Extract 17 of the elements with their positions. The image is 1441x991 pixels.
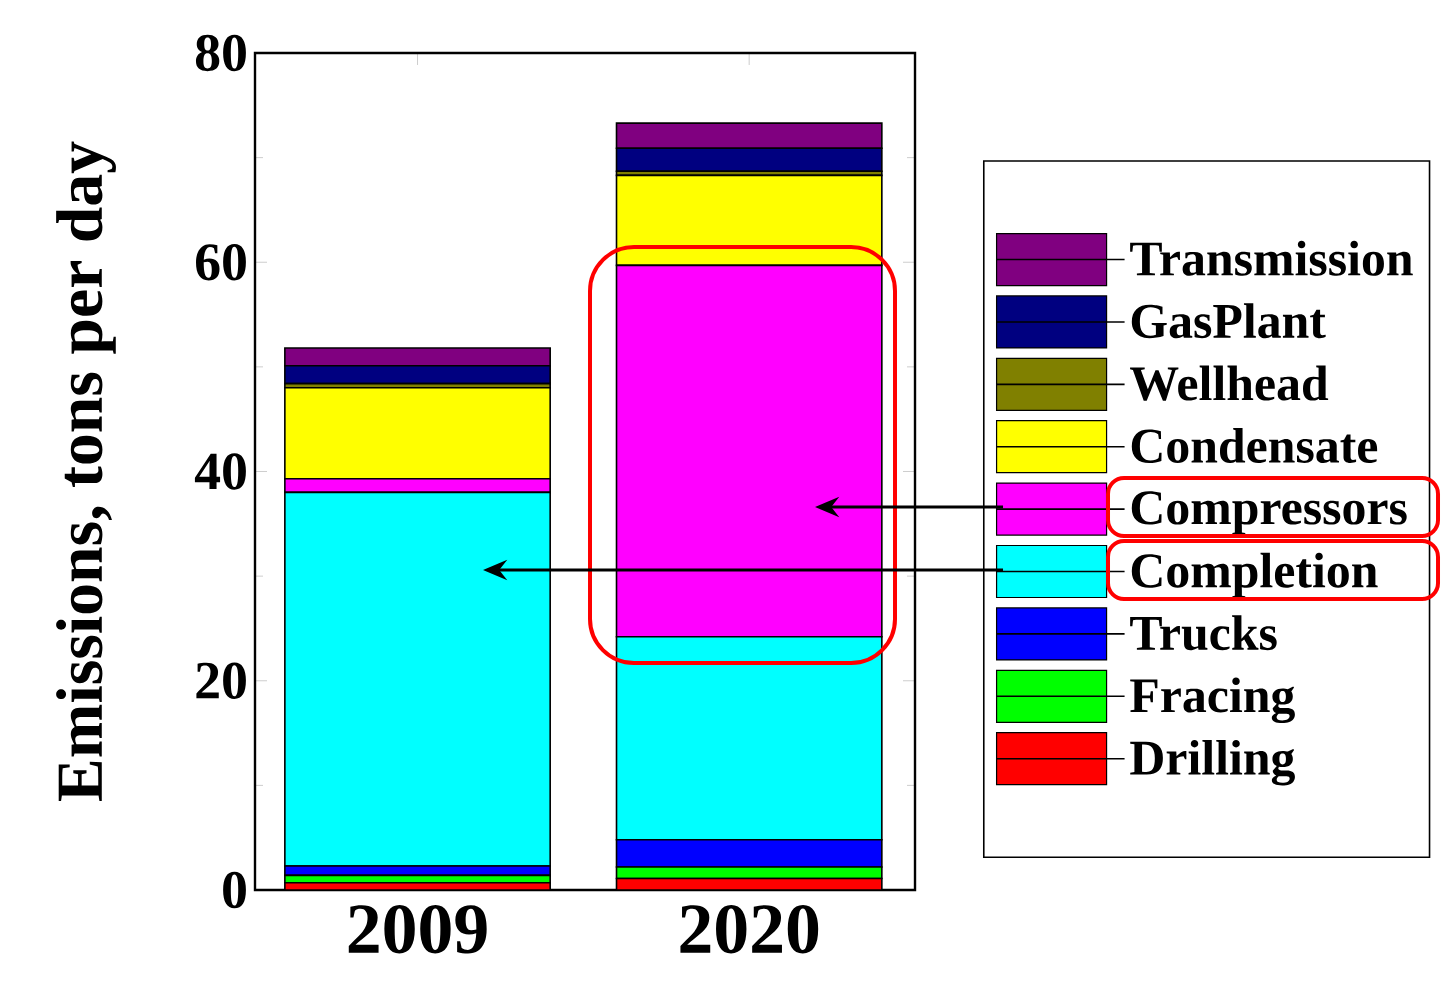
legend-label: GasPlant	[1131, 303, 1326, 339]
legend-label: Compressors	[1131, 491, 1407, 535]
legend-label: Trucks	[1130, 615, 1277, 651]
y-tick-label: 40	[194, 453, 246, 490]
y-tick-label: 60	[196, 244, 246, 281]
legend-label: Wellhead	[1130, 365, 1329, 401]
y-axis-title: Emissions, tons per day	[56, 141, 116, 802]
x-tick-label: 2009	[348, 905, 487, 954]
legend-label: Fracing	[1130, 677, 1295, 724]
y-tick-label: 0	[223, 871, 246, 909]
y-tick-label: 80	[195, 34, 246, 72]
x-tick-label: 2020	[680, 905, 819, 954]
y-tick-label: 20	[196, 662, 246, 699]
legend-label: Condensate	[1131, 427, 1378, 464]
legend-label: Completion	[1131, 552, 1378, 598]
legend-label: Transmission	[1130, 240, 1413, 276]
legend-label: Drilling	[1130, 739, 1295, 786]
